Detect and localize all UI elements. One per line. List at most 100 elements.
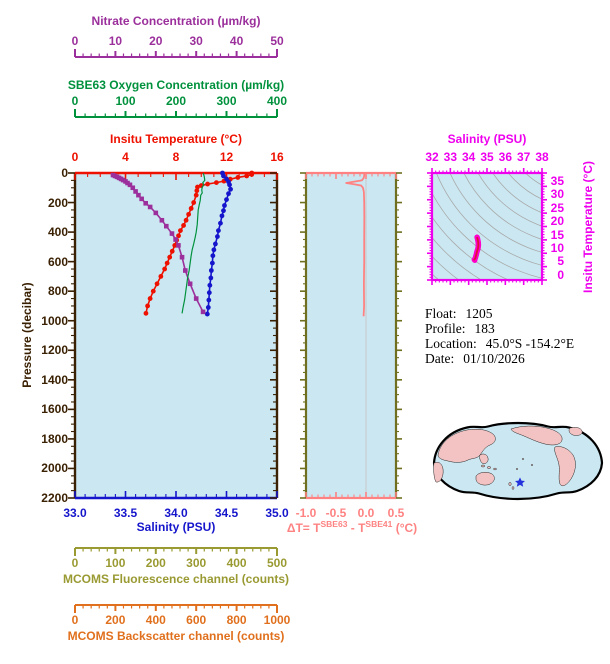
pressure-tick-label: 1200 xyxy=(41,343,68,358)
pressure-tick-label: 1400 xyxy=(41,372,68,387)
pressure-tick-label: 1000 xyxy=(41,313,68,328)
nitrate-axis-title: Nitrate Concentration (µm/kg) xyxy=(91,14,261,28)
map-eurasia xyxy=(437,428,496,463)
location-value: 45.0°S -154.2°E xyxy=(485,336,575,351)
fluorescence-tick-label: 200 xyxy=(145,556,166,570)
map-south-america xyxy=(554,446,576,487)
float-location-star xyxy=(515,477,525,487)
map-land xyxy=(433,425,583,490)
ts-diagram-plot xyxy=(427,168,547,285)
pressure-axis-title: Pressure (decibar) xyxy=(20,282,34,388)
deltaT-tick-label: -0.5 xyxy=(325,506,347,520)
backscatter-tick-label: 600 xyxy=(186,613,207,627)
map-island xyxy=(515,468,519,470)
deltaT-axis-title: ΔT= TSBE63 - TSBE41 (°C) xyxy=(287,519,417,535)
backscatter-tick-label: 200 xyxy=(105,613,126,627)
map-indonesia xyxy=(493,467,497,471)
pressure-tick-label: 600 xyxy=(47,254,68,269)
temperature-axis-title: Insitu Temperature (°C) xyxy=(110,132,242,146)
location-label: Location: xyxy=(425,336,477,351)
deltaT-title-part: - T xyxy=(347,521,366,535)
nitrate-tick-label: 20 xyxy=(149,34,163,48)
ts-salinity-tick-label: 32 xyxy=(425,150,439,164)
temperature-tick-label: 12 xyxy=(219,150,234,164)
backscatter-tick-label: 0 xyxy=(71,613,79,627)
backscatter-axis-title: MCOMS Backscatter channel (counts) xyxy=(67,629,285,643)
pressure-profile-plot xyxy=(68,170,279,500)
deltaT-tick-label: 0.0 xyxy=(357,506,375,520)
temperature-tick-label: 0 xyxy=(71,150,79,164)
fluorescence-tick-label: 400 xyxy=(226,556,247,570)
temperature-tick-label: 8 xyxy=(172,150,180,164)
oxygen-axis-title: SBE63 Oxygen Concentration (µm/kg) xyxy=(67,78,285,92)
ts-salinity-tick-label: 34 xyxy=(461,150,476,164)
pressure-tick-label: 200 xyxy=(47,195,68,210)
oxygen-tick-label: 100 xyxy=(115,94,136,108)
auxiliary-scale-rulers xyxy=(74,49,278,613)
ts-temperature-tick-label: 0 xyxy=(557,267,564,282)
map-india-seasia xyxy=(479,453,489,464)
map-indonesia xyxy=(486,466,492,469)
salinity-tick-label: 34.5 xyxy=(214,506,239,520)
ts-salinity-axis-title: Salinity (PSU) xyxy=(447,132,527,146)
fluorescence-tick-label: 500 xyxy=(266,556,288,570)
deltaT-title-part: ΔT= T xyxy=(286,521,321,535)
nitrate-tick-label: 30 xyxy=(189,34,203,48)
salinity-tick-label: 34.0 xyxy=(164,506,188,520)
map-indonesia xyxy=(480,464,486,468)
ts-temperature-tick-label: 5 xyxy=(557,254,564,269)
ts-salinity-tick-label: 37 xyxy=(516,150,531,164)
pressure-tick-label: 800 xyxy=(47,284,68,299)
backscatter-tick-label: 800 xyxy=(226,613,247,627)
ts-temperature-tick-label: 25 xyxy=(550,200,564,215)
temperature-tick-label: 4 xyxy=(122,150,129,164)
salinity-axis-title: Salinity (PSU) xyxy=(136,520,216,534)
nitrate-tick-label: 40 xyxy=(229,34,244,48)
ts-salinity-tick-label: 38 xyxy=(535,150,549,164)
ts-salinity-tick-label: 35 xyxy=(480,150,494,164)
oxygen-tick-label: 400 xyxy=(266,94,288,108)
ts-salinity-tick-label: 33 xyxy=(443,150,458,164)
profile-value: 183 xyxy=(474,321,495,336)
pressure-tick-label: 0 xyxy=(61,166,68,180)
map-africa xyxy=(433,462,444,483)
backscatter-tick-label: 1000 xyxy=(263,613,291,627)
nitrate-tick-label: 0 xyxy=(71,34,79,48)
date-label: Date: xyxy=(425,351,455,366)
fluorescence-tick-label: 300 xyxy=(186,556,207,570)
salinity-tick-label: 33.5 xyxy=(113,506,138,520)
world-map xyxy=(432,421,604,501)
ts-temperature-axis-title: Insitu Temperature (°C) xyxy=(581,161,595,293)
deltaT-tick-label: 0.5 xyxy=(387,506,405,520)
float-label: Float: xyxy=(425,306,457,321)
deltaT-title-sup2: SBE41 xyxy=(365,519,393,529)
nitrate-tick-label: 50 xyxy=(270,34,284,48)
oxygen-tick-label: 0 xyxy=(71,94,79,108)
date-line: Date: 01/10/2026 xyxy=(425,351,525,367)
ts-salinity-tick-label: 36 xyxy=(498,150,513,164)
map-island xyxy=(530,464,534,466)
map-island xyxy=(521,458,525,460)
ts-temperature-tick-label: 10 xyxy=(550,240,564,255)
float-id-line: Float: 1205 xyxy=(425,306,493,322)
fluorescence-tick-label: 0 xyxy=(71,556,79,570)
ts-temperature-tick-label: 35 xyxy=(550,174,564,189)
backscatter-tick-label: 400 xyxy=(145,613,166,627)
deltaT-tick-label: -1.0 xyxy=(295,506,317,520)
profile-label: Profile: xyxy=(425,321,466,336)
pressure-tick-label: 2200 xyxy=(41,491,68,505)
ts-temperature-tick-label: 15 xyxy=(550,227,564,242)
oxygen-tick-label: 300 xyxy=(216,94,237,108)
pressure-tick-label: 1600 xyxy=(41,402,68,417)
location-line: Location: 45.0°S -154.2°E xyxy=(425,336,574,352)
temperature-difference-plot xyxy=(300,171,402,500)
map-north-america xyxy=(510,425,563,446)
float-value: 1205 xyxy=(465,306,493,321)
map-greenland xyxy=(568,427,583,436)
map-australia xyxy=(475,472,495,486)
salinity-tick-label: 33.0 xyxy=(63,506,87,520)
fluorescence-axis-title: MCOMS Fluorescence channel (counts) xyxy=(62,572,290,586)
profile-line: Profile: 183 xyxy=(425,321,495,337)
